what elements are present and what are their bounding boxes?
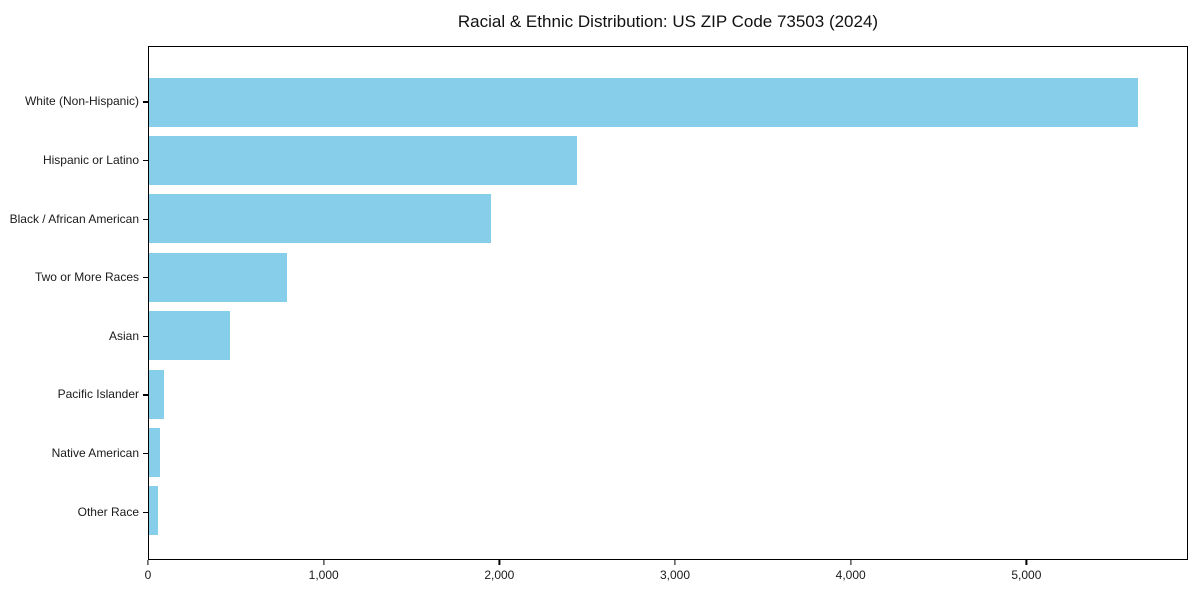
bar	[149, 194, 491, 244]
x-tick-mark	[1025, 560, 1027, 565]
bar	[149, 252, 287, 302]
x-tick-mark	[850, 560, 852, 565]
y-tick-mark	[143, 394, 148, 396]
bar	[149, 427, 161, 477]
y-tick-mark	[143, 159, 148, 162]
bar-row	[149, 73, 1187, 131]
y-tick-row: Asian	[0, 307, 148, 366]
y-tick-row: Other Race	[0, 482, 148, 541]
x-tick-label: 4,000	[835, 568, 866, 582]
x-axis: 0 1,000 2,000 3,000 4,000 5,000	[144, 560, 1188, 594]
y-tick-mark	[143, 101, 148, 103]
bar	[149, 311, 230, 361]
y-tick-row: Native American	[0, 424, 148, 483]
y-tick-mark	[143, 511, 148, 513]
y-tick-row: Black / African American	[0, 189, 148, 248]
category-label: Two or More Races	[34, 270, 139, 285]
bar-row	[149, 248, 1187, 306]
bar-row	[149, 307, 1187, 365]
bar-row	[149, 482, 1187, 540]
category-label: Asian	[108, 328, 139, 343]
x-tick-label: 5,000	[1011, 568, 1042, 582]
y-tick-row: Two or More Races	[0, 248, 148, 307]
bar	[149, 136, 577, 186]
y-axis-labels: White (Non-Hispanic) Hispanic or Latino Bl…	[0, 46, 148, 560]
y-tick-mark	[143, 277, 148, 279]
category-label: White (Non-Hispanic)	[24, 94, 139, 109]
x-tick-label: 3,000	[660, 568, 691, 582]
bar-row	[149, 131, 1187, 189]
y-tick-row: White (Non-Hispanic)	[0, 72, 148, 131]
category-label: Pacific Islander	[57, 387, 139, 402]
category-label: Native American	[51, 446, 139, 461]
y-tick-mark	[143, 335, 148, 337]
bar-row	[149, 190, 1187, 248]
chart-title: Racial & Ethnic Distribution: US ZIP Cod…	[457, 12, 879, 31]
x-tick-label: 2,000	[484, 568, 515, 582]
bar-row	[149, 423, 1187, 481]
x-tick-label: 0	[144, 568, 152, 582]
category-label: Other Race	[77, 504, 139, 519]
bar	[149, 369, 164, 419]
x-tick-label: 1,000	[308, 568, 339, 582]
category-label: Black / African American	[9, 211, 139, 226]
bar-row	[149, 365, 1187, 423]
y-tick-mark	[143, 453, 148, 455]
plot-area	[148, 46, 1188, 560]
x-tick-mark	[498, 560, 500, 565]
category-label: Hispanic or Latino	[42, 152, 139, 167]
y-tick-row: Hispanic or Latino	[0, 131, 148, 190]
y-tick-row: Pacific Islander	[0, 365, 148, 424]
bar	[149, 486, 158, 536]
x-tick-mark	[147, 560, 149, 565]
x-tick-mark	[674, 560, 676, 565]
x-tick-mark	[323, 560, 325, 565]
y-tick-mark	[143, 218, 148, 220]
bar	[149, 77, 1138, 127]
